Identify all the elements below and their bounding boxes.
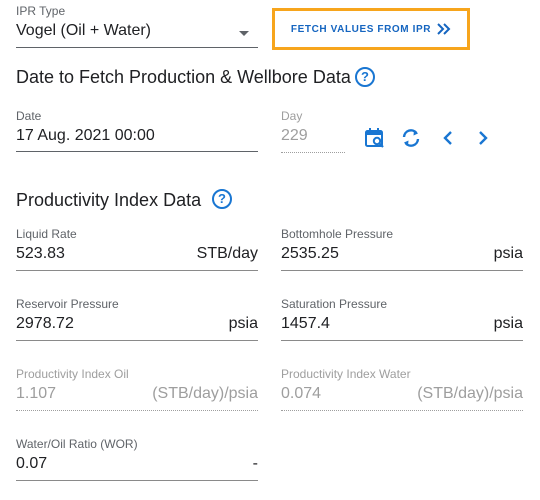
calendar-search-button[interactable] xyxy=(362,125,388,151)
reservoir-pressure-input[interactable]: 2978.72 xyxy=(16,315,74,332)
fetch-values-label: FETCH VALUES FROM IPR xyxy=(290,23,432,35)
wor-unit: - xyxy=(252,455,258,472)
next-day-button[interactable] xyxy=(470,125,496,151)
wor-label: Water/Oil Ratio (WOR) xyxy=(16,437,138,451)
sync-button[interactable] xyxy=(398,125,424,151)
pi-oil-value: 1.107 xyxy=(16,385,57,402)
ipr-type-underline xyxy=(16,47,258,48)
bottomhole-pressure-underline xyxy=(281,270,523,271)
reservoir-pressure-underline xyxy=(16,340,258,341)
saturation-pressure-underline xyxy=(281,340,523,341)
saturation-pressure-input[interactable]: 1457.4 xyxy=(281,315,330,332)
pi-oil-label: Productivity Index Oil xyxy=(16,367,129,381)
chevron-down-icon xyxy=(239,31,249,36)
wor-underline xyxy=(16,480,258,481)
liquid-rate-input[interactable]: 523.83 xyxy=(16,245,65,262)
ipr-type-select[interactable]: Vogel (Oil + Water) xyxy=(16,20,258,46)
bottomhole-pressure-unit: psia xyxy=(493,245,523,262)
pi-oil-underline xyxy=(16,410,258,411)
pi-help-icon[interactable]: ? xyxy=(212,189,232,209)
double-chevron-right-icon xyxy=(437,23,451,35)
ipr-type-label: IPR Type xyxy=(16,4,66,18)
fetch-values-button[interactable]: FETCH VALUES FROM IPR xyxy=(272,8,470,50)
chevron-left-icon xyxy=(443,131,452,145)
pi-water-unit: (STB/day)/psia xyxy=(417,385,523,402)
pi-water-label: Productivity Index Water xyxy=(281,367,411,381)
date-underline xyxy=(16,151,258,152)
day-label: Day xyxy=(281,109,303,123)
pi-water-underline xyxy=(281,410,523,411)
pi-oil-unit: (STB/day)/psia xyxy=(152,385,258,402)
date-label: Date xyxy=(16,109,42,123)
pi-section-title: Productivity Index Data xyxy=(16,190,202,210)
day-input: 229 xyxy=(281,127,308,144)
chevron-right-icon xyxy=(479,131,488,145)
day-underline xyxy=(281,152,345,153)
saturation-pressure-label: Saturation Pressure xyxy=(281,297,388,311)
liquid-rate-label: Liquid Rate xyxy=(16,227,77,241)
pi-water-value: 0.074 xyxy=(281,385,322,402)
ipr-type-value: Vogel (Oil + Water) xyxy=(16,22,152,39)
date-section-title: Date to Fetch Production & Wellbore Data xyxy=(16,67,351,87)
liquid-rate-underline xyxy=(16,270,258,271)
sync-icon xyxy=(402,129,420,147)
reservoir-pressure-unit: psia xyxy=(228,315,258,332)
previous-day-button[interactable] xyxy=(435,125,461,151)
saturation-pressure-unit: psia xyxy=(493,315,523,332)
date-input[interactable]: 17 Aug. 2021 00:00 xyxy=(16,127,155,144)
liquid-rate-unit: STB/day xyxy=(196,245,258,262)
wor-input[interactable]: 0.07 xyxy=(16,455,48,472)
bottomhole-pressure-input[interactable]: 2535.25 xyxy=(281,245,339,262)
calendar-search-icon xyxy=(365,128,384,148)
date-help-icon[interactable]: ? xyxy=(355,67,375,87)
bottomhole-pressure-label: Bottomhole Pressure xyxy=(281,227,394,241)
reservoir-pressure-label: Reservoir Pressure xyxy=(16,297,119,311)
